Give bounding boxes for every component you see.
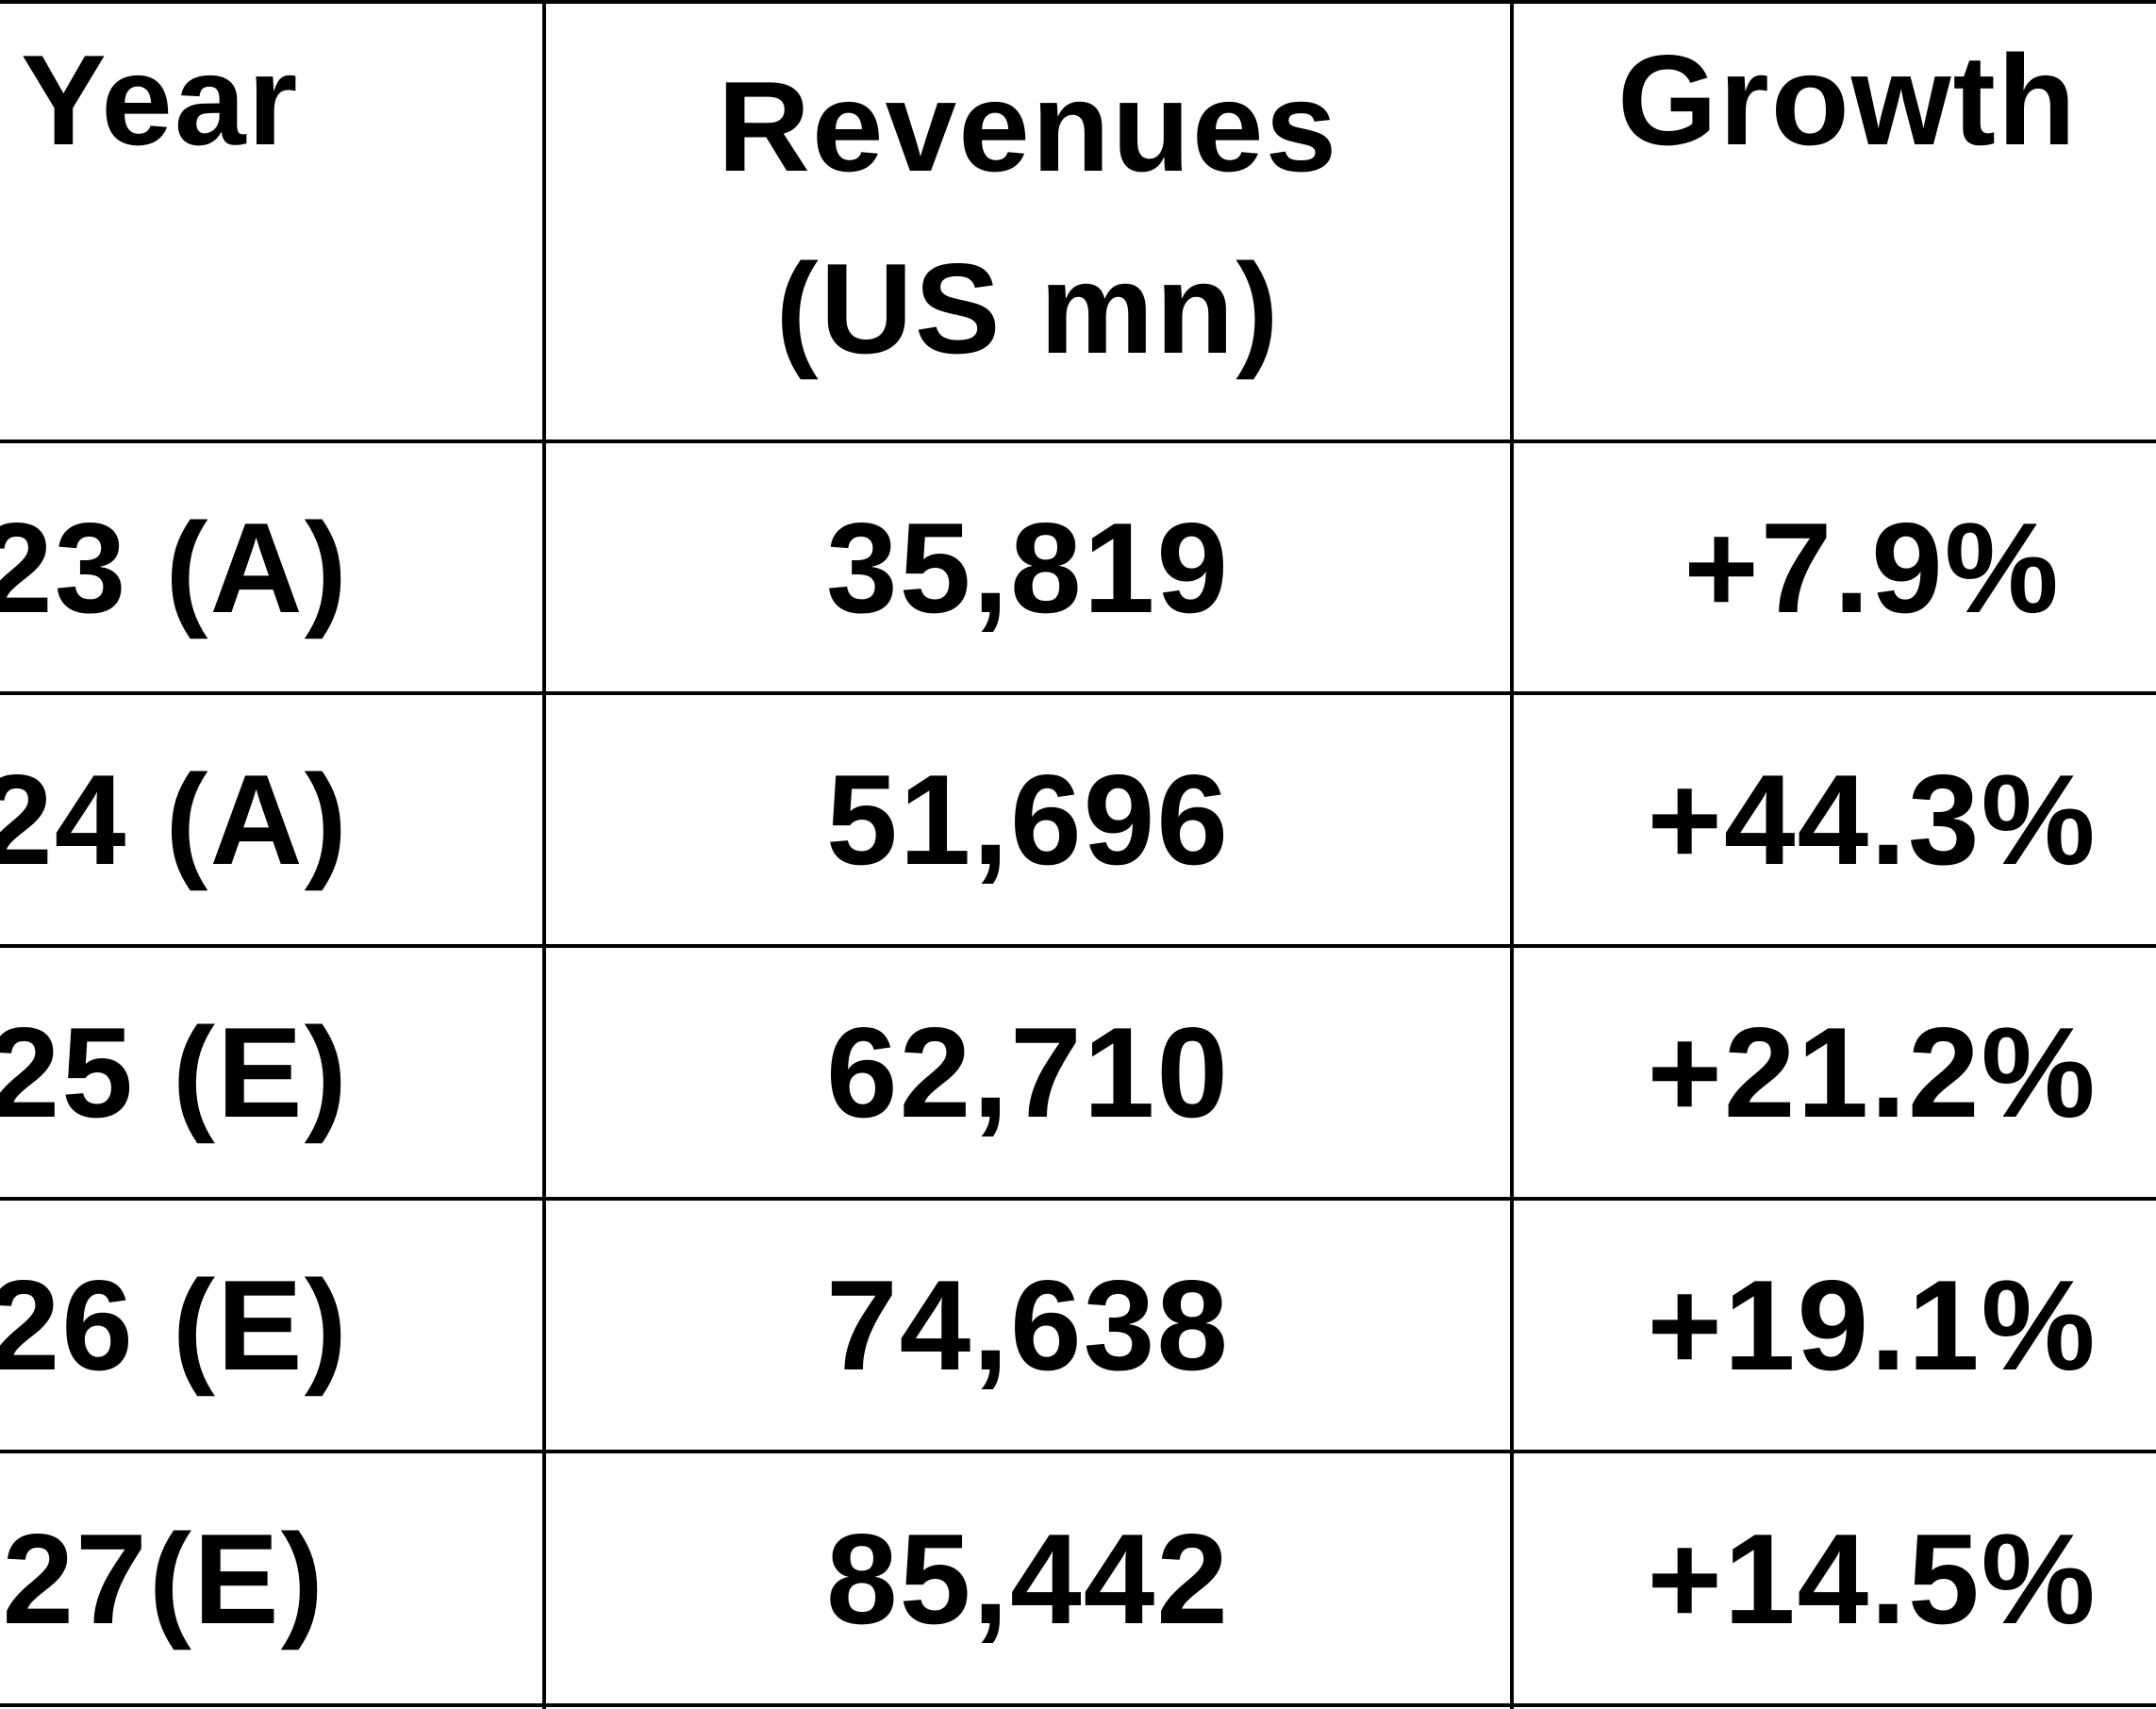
table-row-revenues: 74,638 xyxy=(546,1201,1510,1450)
table-row-revenues: 62,710 xyxy=(546,948,1510,1197)
growth-value: +7.9% xyxy=(1683,495,2061,639)
header-growth: Growth xyxy=(1514,36,2156,164)
header-divider xyxy=(0,440,2156,443)
header-revenues-label: Revenues xyxy=(717,55,1339,198)
table-border-top xyxy=(0,0,2156,4)
table-row-year: 26 (E) xyxy=(0,1201,349,1450)
row-divider xyxy=(0,691,2156,695)
table-row-year: 23 (A) xyxy=(0,443,349,691)
year-value: 25 (E) xyxy=(0,1001,349,1144)
table-row-growth: +19.1% xyxy=(1514,1201,2156,1450)
revenues-value: 85,442 xyxy=(826,1506,1230,1651)
table-row-growth: +7.9% xyxy=(1514,443,2156,691)
table-row-year: 24 (A) xyxy=(0,695,349,944)
row-divider xyxy=(0,944,2156,948)
revenues-value: 35,819 xyxy=(826,495,1230,639)
table-row-growth: +14.5% xyxy=(1514,1453,2156,1703)
header-revenues-unit: (US mn) xyxy=(775,237,1281,381)
growth-value: +21.2% xyxy=(1647,1001,2098,1144)
column-divider xyxy=(542,0,546,1709)
table-row-revenues: 51,696 xyxy=(546,695,1510,944)
growth-value: +44.3% xyxy=(1647,748,2098,891)
column-divider xyxy=(1510,0,1514,1709)
row-divider xyxy=(0,1197,2156,1201)
year-value: 27(E) xyxy=(2,1506,325,1651)
year-value: 24 (A) xyxy=(0,748,349,891)
table-row-revenues: 35,819 xyxy=(546,443,1510,691)
table-row-year: 27(E) xyxy=(0,1453,325,1703)
year-value: 23 (A) xyxy=(0,495,349,639)
revenues-value: 62,710 xyxy=(826,1001,1230,1144)
table-row-year: 25 (E) xyxy=(0,948,349,1197)
revenues-value: 74,638 xyxy=(826,1253,1230,1397)
year-value: 26 (E) xyxy=(0,1253,349,1397)
growth-value: +14.5% xyxy=(1647,1506,2098,1651)
revenues-value: 51,696 xyxy=(826,748,1230,891)
header-revenues: Revenues (US mn) xyxy=(546,36,1510,413)
table-border-bottom xyxy=(0,1703,2156,1707)
table-row-growth: +44.3% xyxy=(1514,695,2156,944)
table-row-revenues: 85,442 xyxy=(546,1453,1510,1703)
header-year: Year xyxy=(21,36,530,164)
row-divider xyxy=(0,1450,2156,1453)
header-growth-label: Growth xyxy=(1617,28,2078,172)
table-row-growth: +21.2% xyxy=(1514,948,2156,1197)
growth-value: +19.1% xyxy=(1647,1253,2098,1397)
header-year-label: Year xyxy=(21,28,300,172)
